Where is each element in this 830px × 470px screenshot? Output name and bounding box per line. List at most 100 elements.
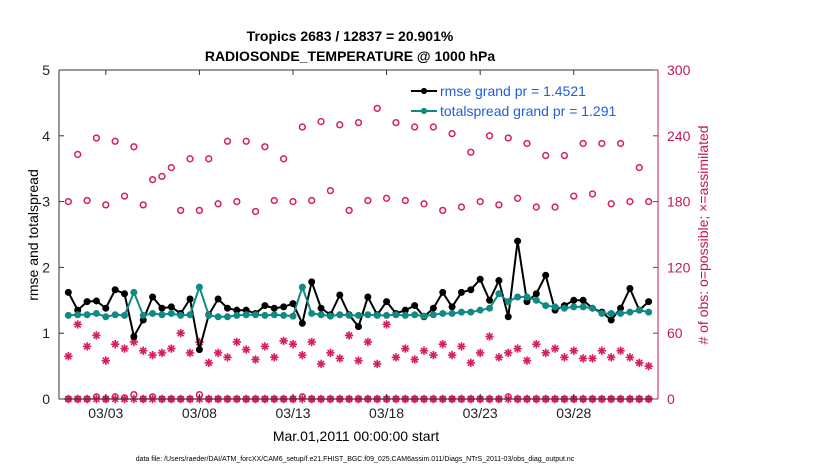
totalspread-point <box>401 311 409 319</box>
obs_possible-point <box>111 137 119 145</box>
obs_possible-point <box>195 206 204 215</box>
obs_assimilated-point <box>616 346 625 355</box>
rmse-point <box>167 303 175 311</box>
left-tick-label: 0 <box>42 391 50 407</box>
rmse-point <box>317 304 325 312</box>
totalspread-point <box>317 311 325 319</box>
obs_possible-point <box>392 118 400 127</box>
totalspread-point <box>326 312 334 320</box>
obs_assimilated-point <box>429 350 438 360</box>
obs_assimilated-point <box>148 350 157 360</box>
totalspread-point <box>298 283 306 291</box>
obs_assimilated-point <box>560 353 569 362</box>
rmse-point <box>270 304 278 312</box>
obs_possible-point <box>411 123 419 131</box>
obs_assimilated-point <box>316 359 326 369</box>
totalspread-point <box>467 308 475 316</box>
obs_assimilated-point <box>447 350 457 360</box>
obs_possible-point <box>233 197 241 206</box>
obs_assimilated-point <box>522 356 532 365</box>
obs_assimilated-point <box>438 340 447 349</box>
obs_assimilated-point <box>344 331 354 340</box>
x-tick-label: 03/03 <box>88 405 123 421</box>
obs_assimilated-point <box>139 346 148 355</box>
obs_possible-point <box>130 143 138 151</box>
rmse-point <box>486 296 494 304</box>
legend-label-rmse: rmse grand pr = 1.4521 <box>440 83 586 99</box>
obs_assimilated-point <box>597 346 606 355</box>
obs_possible-point <box>242 137 250 145</box>
totalspread-point <box>345 311 353 319</box>
left-tick-label: 3 <box>42 194 50 210</box>
chart-title-line1: Tropics 2683 / 12837 = 20.901% <box>247 28 454 44</box>
obs_possible-point <box>270 196 278 205</box>
obs_possible-point <box>373 104 381 113</box>
obs_possible-point <box>167 163 175 172</box>
totalspread-point <box>532 296 540 304</box>
obs_possible-point <box>345 206 353 215</box>
obs_assimilated-point <box>111 340 120 349</box>
obs_assimilated-point <box>335 354 344 363</box>
obs_possible-point <box>317 117 325 126</box>
obs_possible-point <box>420 200 428 208</box>
totalspread-point <box>486 304 494 312</box>
obs_assimilated-point <box>223 353 232 362</box>
rmse-point <box>83 298 91 306</box>
obs_assimilated-point <box>494 353 504 362</box>
obs_assimilated-point <box>232 337 241 347</box>
totalspread-point <box>429 311 437 319</box>
legend-marker-rmse <box>420 87 428 95</box>
obs_assimilated-point <box>167 344 176 353</box>
obs_possible-point <box>382 194 391 202</box>
rmse-point <box>149 293 157 301</box>
obs_assimilated-point <box>92 331 101 340</box>
totalspread-point <box>214 313 222 321</box>
obs_assimilated-point <box>73 320 82 329</box>
obs_possible-point <box>261 143 269 151</box>
obs_possible-point <box>205 155 213 163</box>
obs_assimilated-point <box>457 342 466 351</box>
totalspread-point <box>64 311 72 319</box>
right-tick-label: 120 <box>667 259 691 275</box>
x-tick-label: 03/18 <box>369 405 404 421</box>
obs_assimilated-point <box>64 352 73 361</box>
totalspread-point <box>523 293 531 301</box>
totalspread-point <box>607 309 615 317</box>
rmse-point <box>223 304 231 312</box>
obs_assimilated-point <box>588 354 597 363</box>
rmse-point <box>570 296 578 304</box>
obs_possible-point <box>560 151 569 160</box>
rmse-point <box>92 297 100 305</box>
totalspread-point <box>223 313 231 321</box>
left-tick-label: 4 <box>42 128 50 144</box>
totalspread-point <box>111 311 119 319</box>
rmse-point <box>261 302 269 310</box>
rmse-point <box>336 291 344 299</box>
rmse-point <box>542 271 550 279</box>
obs_possible-point <box>570 192 578 200</box>
totalspread-point <box>158 311 166 319</box>
obs_assimilated-point <box>476 348 485 358</box>
obs_assimilated-point <box>569 346 578 355</box>
x-tick-label: 03/13 <box>275 405 310 421</box>
obs_possible-point <box>542 151 550 160</box>
right-tick-label: 180 <box>667 194 691 210</box>
obs_possible-point <box>579 139 587 148</box>
totalspread-point <box>233 311 241 319</box>
obs_possible-point <box>214 200 222 208</box>
totalspread-point <box>588 304 596 312</box>
totalspread-point <box>439 309 447 317</box>
rmse-point <box>130 332 138 340</box>
totalspread-point <box>542 302 550 310</box>
rmse-point <box>579 296 587 304</box>
totalspread-point <box>270 311 278 319</box>
obs_possible-point <box>298 123 306 131</box>
totalspread-point <box>149 309 157 317</box>
obs_possible-point <box>439 206 447 215</box>
obs_assimilated-point <box>204 358 213 367</box>
rmse-point <box>158 304 166 312</box>
obs_assimilated-point <box>354 356 363 365</box>
obs_possible-point <box>551 203 559 211</box>
obs_assimilated-point <box>82 342 92 351</box>
obs_assimilated-point <box>242 345 251 354</box>
